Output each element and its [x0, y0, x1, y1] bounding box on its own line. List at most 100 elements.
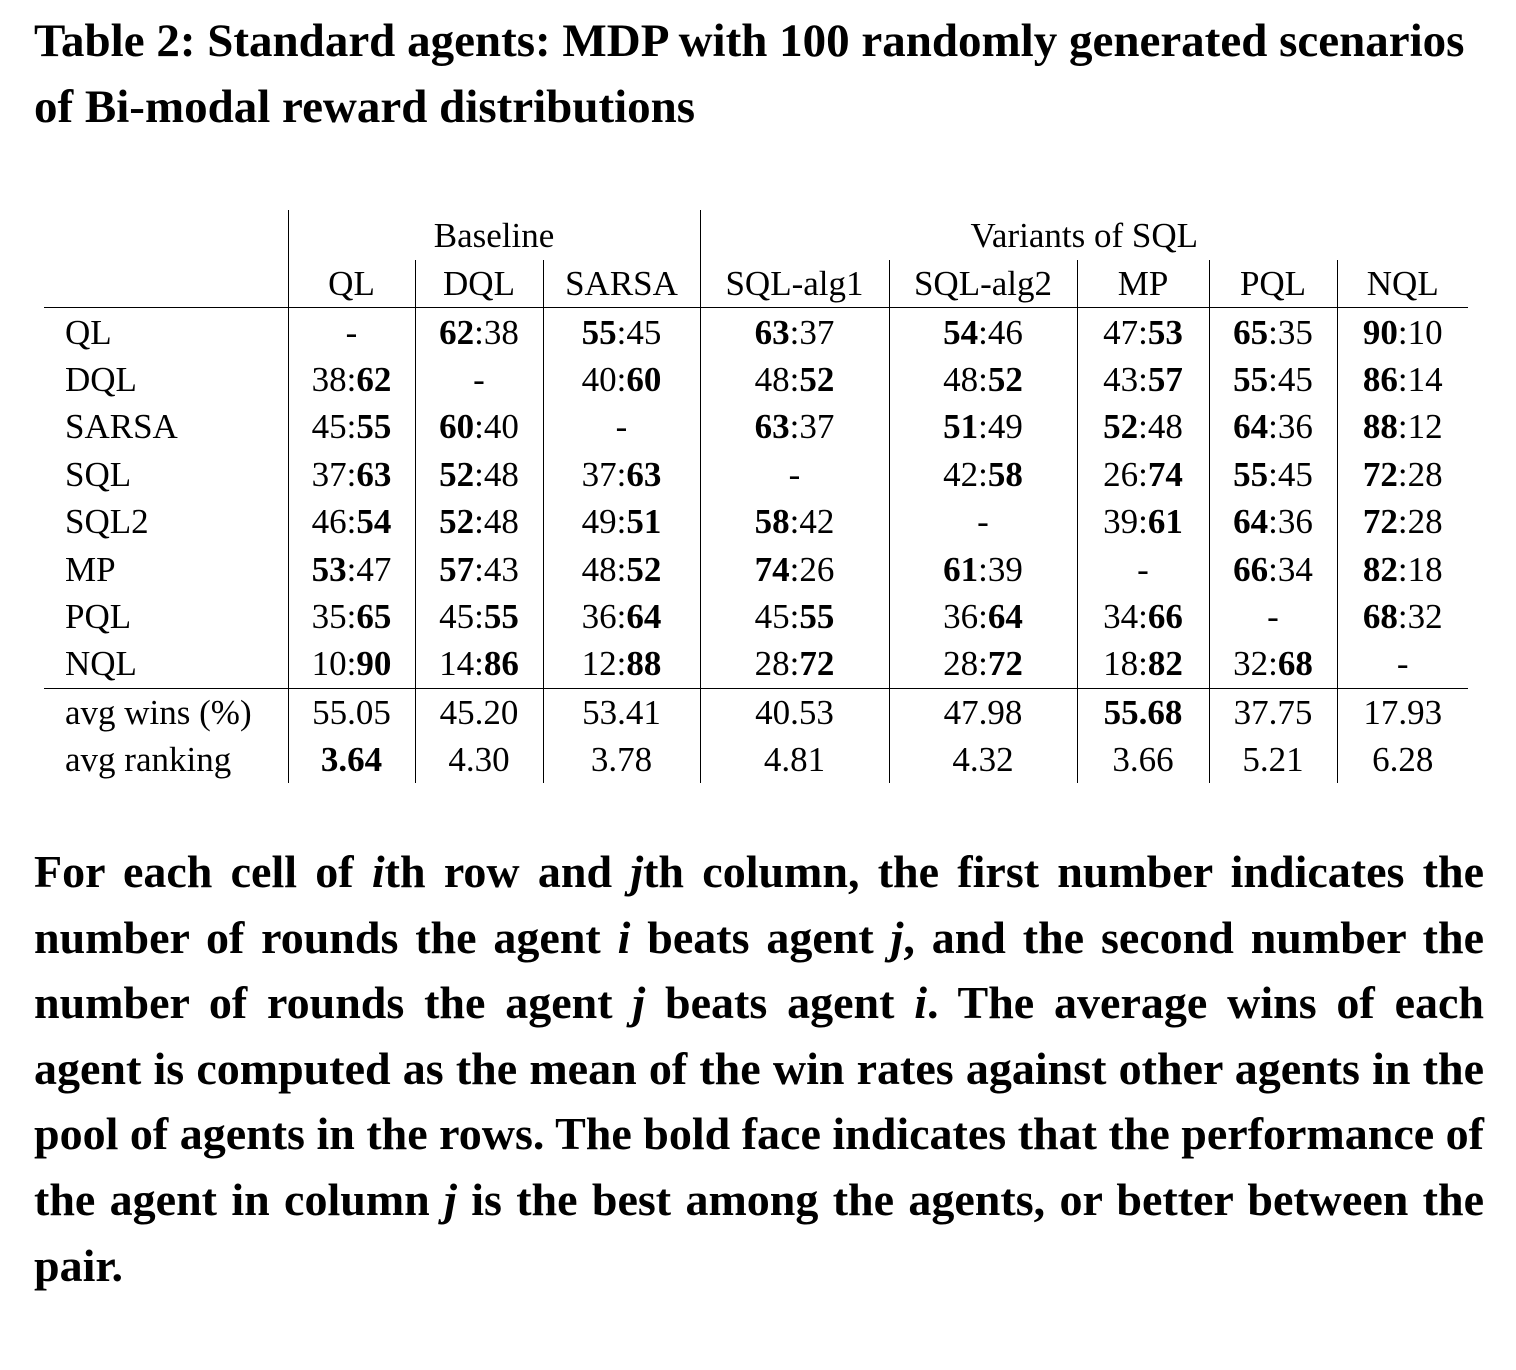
- table-cell: 90:10: [1336, 307, 1468, 356]
- column-header: MP: [1076, 260, 1209, 309]
- table-cell: 61:39: [888, 545, 1077, 593]
- table-cell: 55:45: [542, 307, 700, 356]
- cell-value: :48: [1138, 407, 1183, 447]
- note-text: th column, the first number indicates th…: [34, 846, 1484, 963]
- table-cell: 52:48: [1076, 403, 1209, 451]
- row-label: SQL: [65, 454, 132, 494]
- table-cell: 36:64: [888, 592, 1077, 641]
- cell-value: 45:: [311, 407, 357, 447]
- table-cell: 26:74: [1076, 450, 1209, 498]
- group-header-sql-variants: Variants of SQL: [699, 210, 1468, 260]
- table-row: SARSA 45:55 60:40-63:37 51:49 52:48 64:36 88:1…: [44, 403, 1468, 451]
- table-cell: 47.98: [888, 687, 1077, 736]
- cell-value: 12:: [581, 644, 627, 684]
- table-cell: 42:58: [888, 450, 1077, 498]
- matrix-body: QL -62:38 55:45 63:37 54:46 47:53 65:35 90:10 DQ…: [44, 307, 1468, 689]
- table-cell: 62:38: [414, 307, 543, 356]
- cell-value-bold: 62: [356, 359, 392, 399]
- cell-value-bold: 88: [1362, 407, 1398, 447]
- note-text: beats agent: [630, 911, 891, 963]
- table-cell: 63:37: [699, 403, 889, 451]
- table-cell: 53.41: [542, 687, 700, 736]
- cell-value-bold: 53: [1147, 312, 1183, 352]
- table-cell: 40.53: [699, 687, 889, 736]
- column-header: DQL: [414, 260, 543, 309]
- cell-value: 53.41: [582, 692, 661, 732]
- cell-value-bold: 51: [626, 502, 662, 542]
- column-header: SQL-alg1: [699, 260, 889, 309]
- cell-value-bold: 86: [1362, 359, 1398, 399]
- note-math-var: j: [444, 1173, 457, 1225]
- cell-value-bold: 63: [754, 407, 790, 447]
- table-row: avg ranking 3.64 4.30 3.78 4.81 4.32 3.66 5.21 6…: [44, 735, 1468, 784]
- cell-value-bold: 54: [356, 502, 392, 542]
- cell-value-bold: 86: [483, 644, 519, 684]
- cell-value-bold: 72: [987, 644, 1023, 684]
- cell-value: -: [788, 454, 801, 494]
- table-row: NQL 10:90 14:86 12:88 28:72 28:72 18:82 32:68-: [44, 640, 1468, 689]
- table-cell: -: [414, 355, 543, 404]
- table-cell: 37.75: [1208, 687, 1337, 736]
- table-cell: 66:34: [1208, 545, 1337, 593]
- table-cell: 55.68: [1076, 687, 1209, 736]
- table-cell: 65:35: [1208, 307, 1337, 356]
- cell-value: 3.66: [1112, 740, 1174, 780]
- table-row: SQL2 46:54 52:48 49:51 58:42-39:61 64:36 72:28: [44, 497, 1468, 546]
- cell-value-bold: 65: [356, 596, 392, 636]
- cell-value: :38: [474, 312, 519, 352]
- row-label: SARSA: [65, 407, 178, 447]
- row-label: MP: [65, 549, 116, 589]
- cell-value: 4.30: [448, 740, 510, 780]
- column-header: QL: [287, 260, 415, 309]
- table-cell: -: [1076, 545, 1209, 593]
- cell-value: :12: [1397, 407, 1443, 447]
- row-label: NQL: [65, 644, 137, 684]
- cell-value-bold: 61: [943, 549, 979, 589]
- cell-value-bold: 74: [754, 549, 790, 589]
- table-cell: 35:65: [287, 592, 415, 641]
- cell-value: :49: [978, 407, 1023, 447]
- cell-value-bold: 52: [1103, 407, 1139, 447]
- table-cell: 37:63: [542, 450, 700, 498]
- cell-value-bold: 60: [439, 407, 475, 447]
- column-header-row: QL DQL SARSA SQL-alg1 SQL-alg2 MP PQL NQ…: [44, 260, 1468, 309]
- note-math-var: i: [914, 977, 928, 1029]
- table-cell: 58:42: [699, 497, 889, 546]
- cell-value-bold: 55: [1233, 359, 1269, 399]
- cell-value: -: [1137, 549, 1149, 589]
- cell-value: :37: [789, 312, 835, 352]
- cell-value-bold: 55.68: [1103, 692, 1183, 732]
- row-label: QL: [65, 312, 112, 352]
- row-label: DQL: [65, 359, 137, 399]
- table-cell: 68:32: [1336, 592, 1468, 641]
- cell-value: 48:: [943, 359, 988, 399]
- cell-value: 28:: [943, 644, 988, 684]
- cell-value: -: [345, 312, 358, 352]
- table-cell: 39:61: [1076, 497, 1209, 546]
- table-row: PQL 35:65 45:55 36:64 45:55 36:64 34:66-68:32: [44, 592, 1468, 641]
- cell-value-bold: 57: [1147, 359, 1183, 399]
- cell-value: -: [473, 359, 485, 399]
- table-cell: 88:12: [1336, 403, 1468, 451]
- cell-value: -: [615, 407, 628, 447]
- cell-value: 35:: [311, 596, 357, 636]
- cell-value: -: [1267, 596, 1279, 636]
- cell-value: 5.21: [1242, 740, 1304, 780]
- cell-value-bold: 66: [1233, 549, 1269, 589]
- table-cell: -: [287, 307, 415, 356]
- cell-value: :36: [1268, 502, 1313, 542]
- table-cell: 4.81: [699, 735, 889, 784]
- table-cell: -: [1336, 640, 1468, 689]
- note-text: th row and: [384, 846, 631, 897]
- table-cell: 55.05: [287, 687, 415, 736]
- cell-value-bold: 52: [439, 454, 475, 494]
- cell-value: 17.93: [1363, 692, 1443, 732]
- table-row: avg wins (%) 55.05 45.20 53.41 40.53 47.98 55.…: [44, 687, 1468, 736]
- cell-value-bold: 62: [439, 312, 475, 352]
- cell-value-bold: 63: [754, 312, 790, 352]
- cell-value-bold: 68: [1362, 596, 1398, 636]
- cell-value-bold: 72: [1362, 502, 1398, 542]
- cell-value: 10:: [311, 644, 357, 684]
- cell-value-bold: 58: [987, 454, 1023, 494]
- cell-value: :48: [474, 454, 519, 494]
